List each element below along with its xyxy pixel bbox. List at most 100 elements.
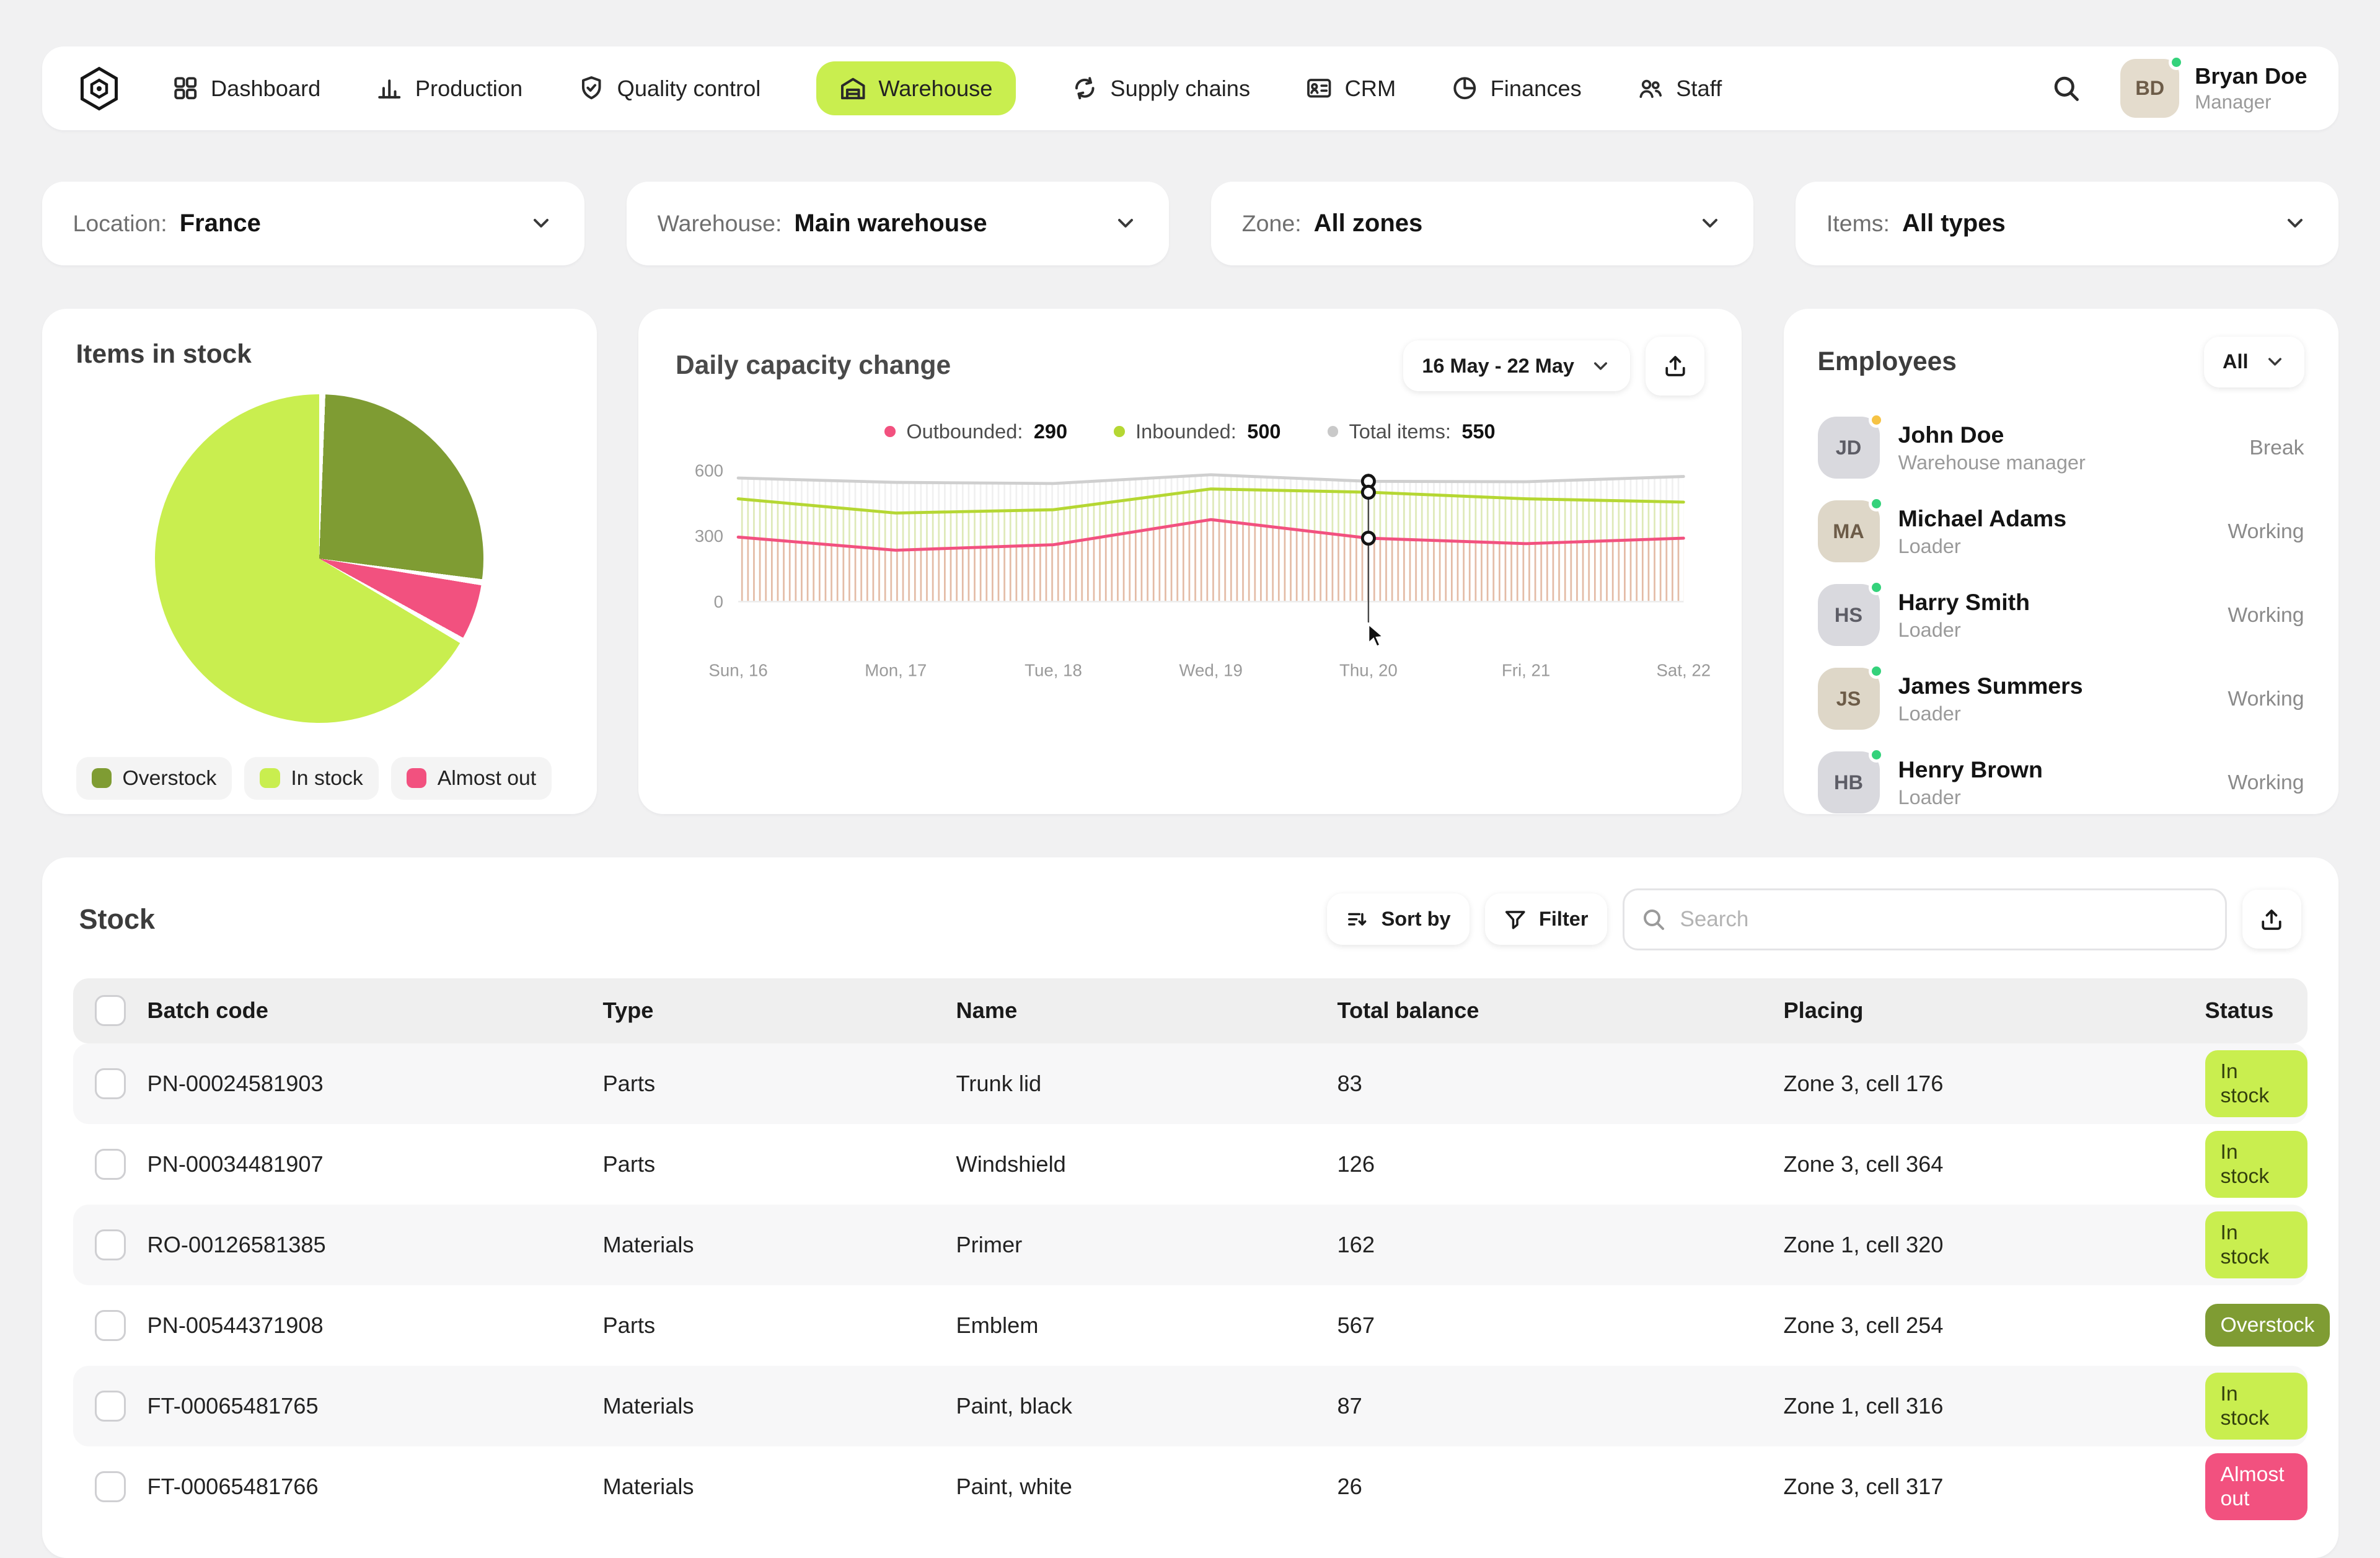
- legend-label: Almost out: [437, 766, 537, 790]
- top-navbar: Dashboard Production Quality control War…: [42, 46, 2338, 130]
- legend-in-stock: In stock: [244, 756, 379, 800]
- row-checkbox[interactable]: [94, 1309, 126, 1341]
- select-all-checkbox[interactable]: [94, 995, 126, 1026]
- filter-button[interactable]: Filter: [1484, 893, 1607, 945]
- nav-item-staff[interactable]: Staff: [1637, 75, 1722, 102]
- series-line-Total items: [736, 472, 1685, 485]
- employee-status: Working: [2228, 603, 2304, 627]
- cell-name: Paint, white: [956, 1473, 1072, 1499]
- warehouse-icon: [840, 75, 866, 102]
- employee-role: Loader: [1898, 786, 1961, 808]
- table-row[interactable]: FT-00065481766 Materials Paint, white 26…: [73, 1446, 2307, 1527]
- row-checkbox[interactable]: [94, 1390, 126, 1422]
- sort-by-button[interactable]: Sort by: [1327, 893, 1470, 945]
- marker-dot: [1360, 530, 1376, 546]
- capacity-legend: Outbounded: 290 Inbounded: 500 Total ite…: [676, 420, 1704, 443]
- cell-batch-code: PN-00034481907: [147, 1151, 324, 1177]
- nav-item-supply-chains[interactable]: Supply chains: [1072, 75, 1250, 102]
- row-checkbox[interactable]: [94, 1068, 126, 1099]
- nav-item-quality-control[interactable]: Quality control: [578, 75, 760, 102]
- filter-label: Items:: [1826, 210, 1890, 236]
- user-role: Manager: [2195, 91, 2272, 113]
- status-badge: In stock: [2205, 1372, 2307, 1440]
- legend-almost-out: Almost out: [390, 756, 552, 800]
- cell-placing: Zone 3, cell 364: [1783, 1151, 1944, 1177]
- search-button[interactable]: [2049, 71, 2083, 105]
- chevron-down-icon: [2264, 351, 2286, 373]
- filter-value: France: [179, 209, 261, 237]
- stock-search-input[interactable]: [1622, 888, 2227, 950]
- employee-row[interactable]: MA Michael Adams Loader Working: [1817, 490, 2304, 573]
- filter-value: All zones: [1313, 209, 1423, 237]
- employee-name: Michael Adams: [1898, 505, 2067, 531]
- cell-batch-code: FT-00065481765: [147, 1392, 319, 1419]
- column-batch-code: Batch code: [147, 998, 268, 1023]
- stock-pie-chart: [155, 394, 483, 723]
- filter-zone[interactable]: Zone: All zones: [1210, 181, 1754, 265]
- dashboard-icon: [172, 75, 199, 102]
- employee-row[interactable]: HS Harry Smith Loader Working: [1817, 573, 2304, 657]
- cell-batch-code: RO-00126581385: [147, 1231, 326, 1257]
- employee-row[interactable]: HB Henry Brown Loader Working: [1817, 741, 2304, 814]
- employees-filter-value: All: [2222, 350, 2249, 373]
- nav-item-crm[interactable]: CRM: [1306, 75, 1396, 102]
- sort-by-label: Sort by: [1381, 908, 1451, 930]
- series-line-Outbounded: [736, 518, 1685, 552]
- table-row[interactable]: RO-00126581385 Materials Primer 162 Zone…: [73, 1204, 2307, 1285]
- cell-placing: Zone 3, cell 317: [1783, 1473, 1944, 1499]
- employee-status: Break: [2249, 435, 2304, 459]
- filter-location[interactable]: Location: France: [42, 181, 585, 265]
- nav-label: Quality control: [617, 75, 761, 101]
- filter-warehouse[interactable]: Warehouse: Main warehouse: [626, 181, 1170, 265]
- employee-role: Loader: [1898, 534, 1961, 557]
- user-menu[interactable]: BD Bryan Doe Manager: [2120, 54, 2307, 118]
- status-badge: Overstock: [2205, 1304, 2330, 1347]
- row-checkbox[interactable]: [94, 1471, 126, 1502]
- column-type: Type: [602, 998, 654, 1023]
- employee-row[interactable]: JD John Doe Warehouse manager Break: [1817, 406, 2304, 490]
- cell-placing: Zone 3, cell 176: [1783, 1070, 1944, 1096]
- employees-card: Employees All JD John Doe Warehouse manag…: [1783, 308, 2338, 814]
- table-row[interactable]: PN-00544371908 Parts Emblem 567 Zone 3, …: [73, 1285, 2330, 1366]
- staff-icon: [1637, 75, 1664, 102]
- status-badge: Almost out: [2205, 1453, 2307, 1520]
- production-icon: [376, 75, 403, 102]
- stock-title: Stock: [79, 903, 156, 935]
- table-row[interactable]: PN-00024581903 Parts Trunk lid 83 Zone 3…: [73, 1043, 2307, 1124]
- nav-label: CRM: [1344, 75, 1396, 101]
- date-range-selector[interactable]: 16 May - 22 May: [1403, 340, 1630, 391]
- filter-label: Zone:: [1241, 210, 1302, 236]
- export-chart-button[interactable]: [1646, 336, 1704, 396]
- cell-total-balance: 87: [1337, 1392, 1362, 1419]
- nav-item-finances[interactable]: Finances: [1452, 75, 1582, 102]
- search-icon: [2054, 76, 2079, 101]
- employee-role: Warehouse manager: [1898, 451, 2086, 474]
- y-tick-label: 0: [714, 592, 723, 611]
- nav-item-warehouse[interactable]: Warehouse: [816, 61, 1016, 116]
- user-avatar: BD: [2120, 54, 2184, 118]
- nav-item-dashboard[interactable]: Dashboard: [172, 75, 320, 102]
- cell-total-balance: 126: [1337, 1151, 1375, 1177]
- employees-list: JD John Doe Warehouse manager Break MA Mi…: [1817, 406, 2304, 814]
- online-status-dot: [2168, 54, 2184, 70]
- legend-label: Total items:: [1349, 420, 1451, 443]
- nav-item-production[interactable]: Production: [376, 75, 522, 102]
- table-row[interactable]: FT-00065481765 Materials Paint, black 87…: [73, 1365, 2307, 1446]
- employee-avatar: JD: [1817, 412, 1884, 479]
- legend-value: 290: [1033, 420, 1068, 443]
- row-checkbox[interactable]: [94, 1229, 126, 1260]
- app-logo[interactable]: [73, 62, 126, 115]
- employee-status: Working: [2228, 686, 2304, 710]
- capacity-title: Daily capacity change: [676, 351, 951, 380]
- filter-items[interactable]: Items: All types: [1795, 181, 2338, 265]
- cell-total-balance: 162: [1337, 1231, 1375, 1257]
- employees-filter-dropdown[interactable]: All: [2203, 336, 2304, 387]
- row-checkbox[interactable]: [94, 1148, 126, 1180]
- table-row[interactable]: PN-00034481907 Parts Windshield 126 Zone…: [73, 1124, 2307, 1205]
- employee-row[interactable]: JS James Summers Loader Working: [1817, 657, 2304, 741]
- export-table-button[interactable]: [2242, 890, 2301, 949]
- column-status: Status: [2205, 998, 2274, 1023]
- filter-value: All types: [1902, 209, 2006, 237]
- chevron-down-icon: [1590, 355, 1611, 377]
